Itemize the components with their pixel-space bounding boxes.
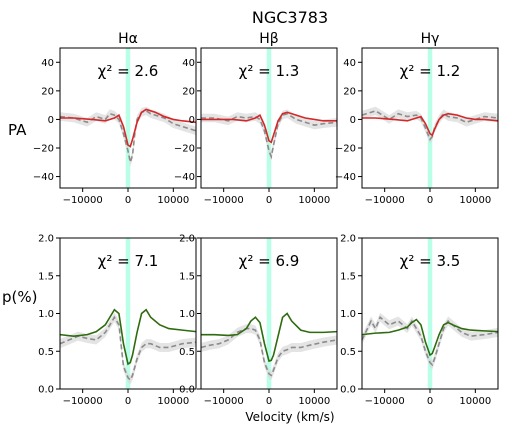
- x-tick-label: −10000: [63, 396, 103, 407]
- observed-line: [361, 109, 499, 142]
- x-tick-label: 10000: [298, 195, 330, 206]
- model-line: [59, 308, 197, 366]
- y-tick-label: −40: [33, 172, 54, 183]
- y-tick-label: 0.5: [340, 347, 356, 358]
- column-title: Hγ: [421, 31, 440, 47]
- chi-squared-annotation: χ² = 2.6: [98, 62, 159, 80]
- x-tick-label: −10000: [365, 195, 405, 206]
- y-tick-label: 0.5: [38, 347, 54, 358]
- y-tick-label: −20: [33, 144, 54, 155]
- panel-p-hbeta: −10000 0 10000 0.0 0.5 1.0 1.5 2.0 χ² = 6.9: [179, 234, 338, 407]
- panel-grid: −10000 0 10000 −40 −20 0 20 40 Hα χ² = 2.6 −10000 0…: [33, 31, 499, 407]
- panel-pa-hbeta: −10000 0 10000 −40 −20 0 20 40 Hβ χ² = 1.3: [174, 31, 338, 206]
- y-tick-label: 1.0: [340, 309, 356, 320]
- velocity-band: [125, 238, 131, 389]
- y-tick-label: 20: [343, 86, 356, 97]
- y-tick-label: 40: [343, 58, 356, 69]
- row-label-pa: PA: [8, 121, 27, 139]
- model-line: [201, 312, 338, 363]
- chi-squared-annotation: χ² = 7.1: [98, 252, 159, 270]
- y-tick-label: 1.0: [179, 309, 195, 320]
- observed-error-band: [201, 324, 337, 380]
- y-tick-label: −40: [335, 172, 356, 183]
- x-tick-label: 0: [125, 195, 131, 206]
- y-tick-label: 1.5: [179, 271, 195, 282]
- chi-squared-annotation: χ² = 1.2: [400, 62, 461, 80]
- column-title: Hα: [118, 31, 138, 47]
- y-tick-label: 40: [182, 58, 195, 69]
- x-tick-label: 0: [266, 195, 272, 206]
- y-tick-label: 1.5: [38, 271, 54, 282]
- model-line: [361, 318, 499, 357]
- x-tick-label: −10000: [204, 396, 244, 407]
- panel-pa-hgamma: −10000 0 10000 −40 −20 0 20 40 Hγ χ² = 1.2: [335, 31, 499, 206]
- x-tick-label: 10000: [459, 195, 491, 206]
- x-tick-label: −10000: [204, 195, 244, 206]
- y-tick-label: 0.0: [179, 385, 195, 396]
- y-tick-label: 0: [189, 115, 195, 126]
- y-tick-label: 0: [48, 115, 54, 126]
- y-tick-label: 20: [41, 86, 54, 97]
- x-tick-label: 10000: [157, 195, 189, 206]
- model-line: [362, 112, 499, 137]
- figure-title: NGC3783: [252, 8, 328, 27]
- velocity-band: [125, 48, 131, 188]
- chi-squared-annotation: χ² = 1.3: [239, 62, 300, 80]
- y-tick-label: 2.0: [38, 234, 54, 245]
- y-tick-label: 20: [182, 86, 195, 97]
- observed-error-band: [362, 106, 498, 144]
- y-tick-label: 1.0: [38, 309, 54, 320]
- x-tick-label: 10000: [459, 396, 491, 407]
- column-title: Hβ: [259, 31, 278, 47]
- observed-error-band: [60, 106, 196, 167]
- panel-p-hgamma: −10000 0 10000 0.0 0.5 1.0 1.5 2.0 χ² = 3.5: [340, 234, 499, 407]
- x-tick-label: 0: [125, 396, 131, 407]
- observed-line: [200, 327, 338, 377]
- x-axis-label: Velocity (km/s): [245, 410, 334, 424]
- y-tick-label: −20: [174, 144, 195, 155]
- observed-error-band: [201, 109, 337, 161]
- velocity-band: [266, 238, 272, 389]
- y-tick-label: 0.0: [340, 385, 356, 396]
- chi-squared-annotation: χ² = 6.9: [239, 252, 300, 270]
- x-tick-label: 0: [427, 396, 433, 407]
- observed-line: [59, 109, 197, 163]
- x-tick-label: 10000: [298, 396, 330, 407]
- row-label-p: p(%): [2, 288, 37, 306]
- y-tick-label: 2.0: [179, 234, 195, 245]
- x-tick-label: −10000: [365, 396, 405, 407]
- observed-line: [361, 315, 499, 367]
- chi-squared-annotation: χ² = 3.5: [400, 252, 461, 270]
- observed-error-band: [60, 312, 196, 385]
- y-tick-label: −20: [335, 144, 356, 155]
- velocity-band: [427, 48, 433, 188]
- observed-line: [201, 112, 338, 160]
- observed-line: [59, 315, 197, 382]
- model-line: [201, 111, 337, 144]
- panel-pa-halpha: −10000 0 10000 −40 −20 0 20 40 Hα χ² = 2.6: [33, 31, 197, 206]
- y-tick-label: 0: [350, 115, 356, 126]
- y-tick-label: 0.0: [38, 385, 54, 396]
- y-tick-label: 40: [41, 58, 54, 69]
- y-tick-label: −40: [174, 172, 195, 183]
- x-tick-label: 0: [266, 396, 272, 407]
- y-tick-label: 2.0: [340, 234, 356, 245]
- y-tick-label: 0.5: [179, 347, 195, 358]
- velocity-band: [266, 48, 272, 188]
- x-tick-label: 10000: [157, 396, 189, 407]
- velocity-band: [427, 238, 433, 389]
- x-tick-label: 0: [427, 195, 433, 206]
- y-tick-label: 1.5: [340, 271, 356, 282]
- model-line: [60, 108, 197, 148]
- x-tick-label: −10000: [63, 195, 103, 206]
